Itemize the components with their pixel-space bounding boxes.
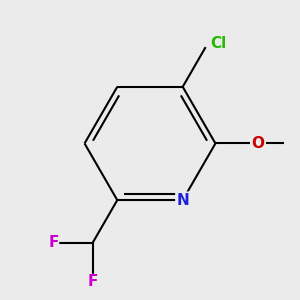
- Text: Cl: Cl: [211, 36, 227, 51]
- Text: F: F: [48, 235, 59, 250]
- Text: F: F: [88, 274, 98, 290]
- Text: O: O: [251, 136, 265, 151]
- Text: N: N: [176, 193, 189, 208]
